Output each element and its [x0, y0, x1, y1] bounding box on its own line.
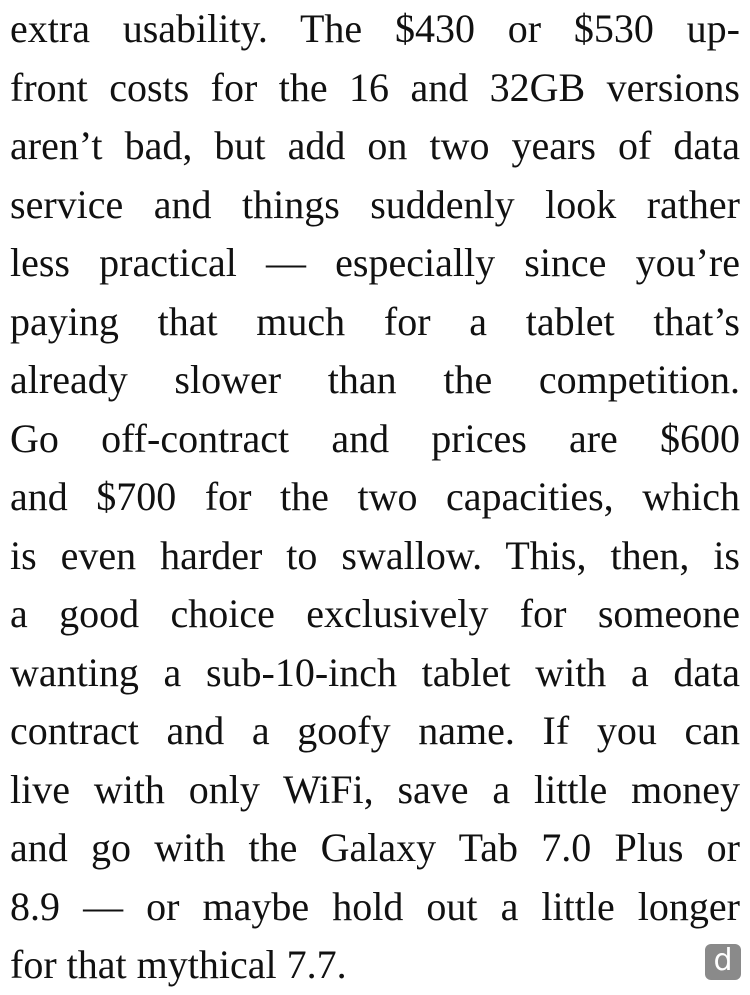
- text-line: Go off-contract and prices are $600: [10, 415, 740, 461]
- text-line: contract and a goofy name. If you can: [10, 708, 740, 753]
- text-line: less practical — especially since you’re: [10, 240, 740, 285]
- text-line: a good choice exclusively for someone: [10, 591, 740, 636]
- text-line: wanting a sub-10-inch tablet with a data: [10, 649, 740, 695]
- text-line: and $700 for the two capacities, which: [10, 474, 740, 519]
- text-line: live with only WiFi, save a little money: [10, 766, 740, 812]
- text-line: service and things suddenly look rather: [10, 181, 740, 227]
- text-line: paying that much for a tablet that’s: [10, 298, 740, 344]
- text-line: and go with the Galaxy Tab 7.0 Plus or: [10, 825, 740, 870]
- text-line: aren’t bad, but add on two years of data: [10, 123, 740, 168]
- logo: d: [705, 944, 741, 980]
- text-line: front costs for the 16 and 32GB versions: [10, 64, 740, 110]
- text-line: is even harder to swallow. This, then, i…: [10, 532, 740, 578]
- article-body: extra usability. The $430 or $530 up-fro…: [10, 0, 740, 995]
- text-line: extra usability. The $430 or $530 up-: [10, 6, 740, 51]
- text-line: already slower than the competition.: [10, 357, 740, 402]
- text-line: for that mythical 7.7.: [10, 942, 347, 987]
- text-line: 8.9 — or maybe hold out a little longer: [10, 883, 740, 929]
